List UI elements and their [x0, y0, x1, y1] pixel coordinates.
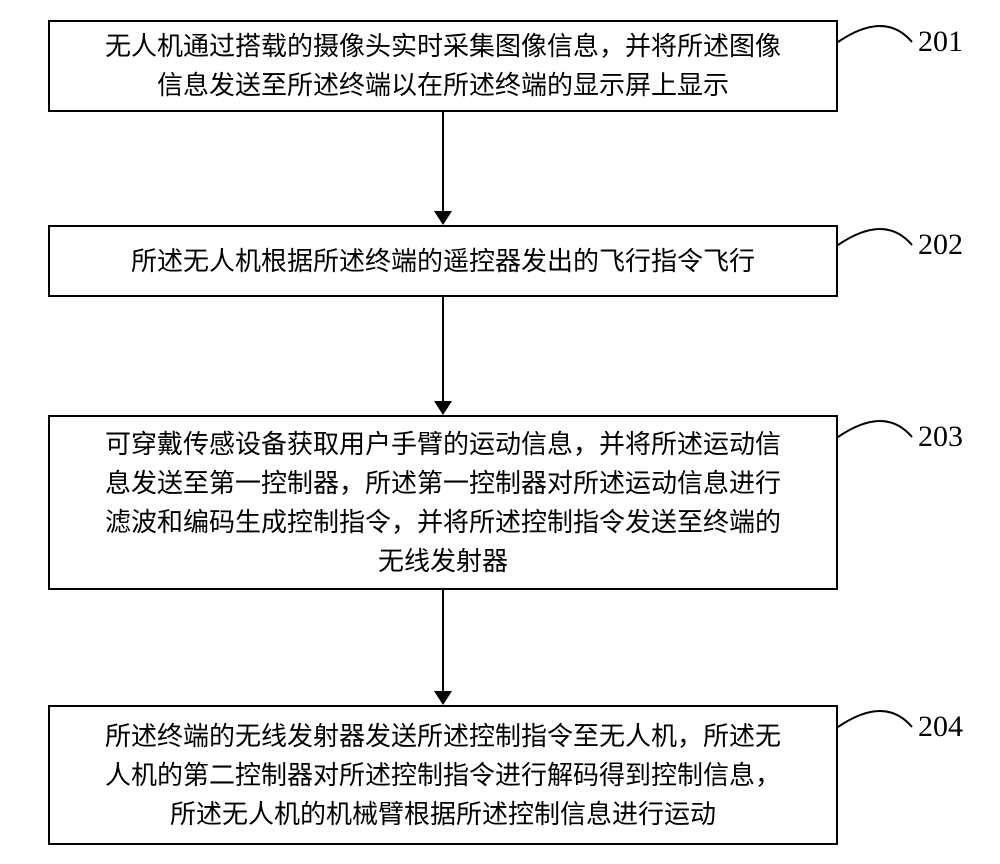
flow-step-201: 无人机通过搭载的摄像头实时采集图像信息，并将所述图像 信息发送至所述终端以在所述… [48, 20, 838, 112]
flow-step-201-label: 201 [918, 25, 963, 59]
arrow-203-to-204 [434, 590, 452, 705]
flow-step-201-text: 无人机通过搭载的摄像头实时采集图像信息，并将所述图像 信息发送至所述终端以在所述… [105, 27, 781, 105]
flow-step-204-label: 204 [918, 710, 963, 744]
arrow-201-to-202 [434, 112, 452, 225]
connector-202 [838, 229, 912, 245]
flow-step-204: 所述终端的无线发射器发送所述控制指令至无人机，所述无 人机的第二控制器对所述控制… [48, 705, 838, 845]
flow-step-202: 所述无人机根据所述终端的遥控器发出的飞行指令飞行 [48, 225, 838, 297]
flow-step-203-label: 203 [918, 420, 963, 454]
flow-step-202-text: 所述无人机根据所述终端的遥控器发出的飞行指令飞行 [131, 242, 755, 281]
flow-step-203: 可穿戴传感设备获取用户手臂的运动信息，并将所述运动信 息发送至第一控制器，所述第… [48, 415, 838, 590]
flow-step-203-text: 可穿戴传感设备获取用户手臂的运动信息，并将所述运动信 息发送至第一控制器，所述第… [105, 425, 781, 581]
flow-step-204-text: 所述终端的无线发射器发送所述控制指令至无人机，所述无 人机的第二控制器对所述控制… [105, 717, 781, 834]
connector-204 [838, 711, 912, 727]
connector-203 [838, 421, 912, 437]
arrow-202-to-203 [434, 297, 452, 415]
connector-201 [838, 26, 912, 42]
flowchart-canvas: 无人机通过搭载的摄像头实时采集图像信息，并将所述图像 信息发送至所述终端以在所述… [0, 0, 1000, 864]
flow-step-202-label: 202 [918, 228, 963, 262]
